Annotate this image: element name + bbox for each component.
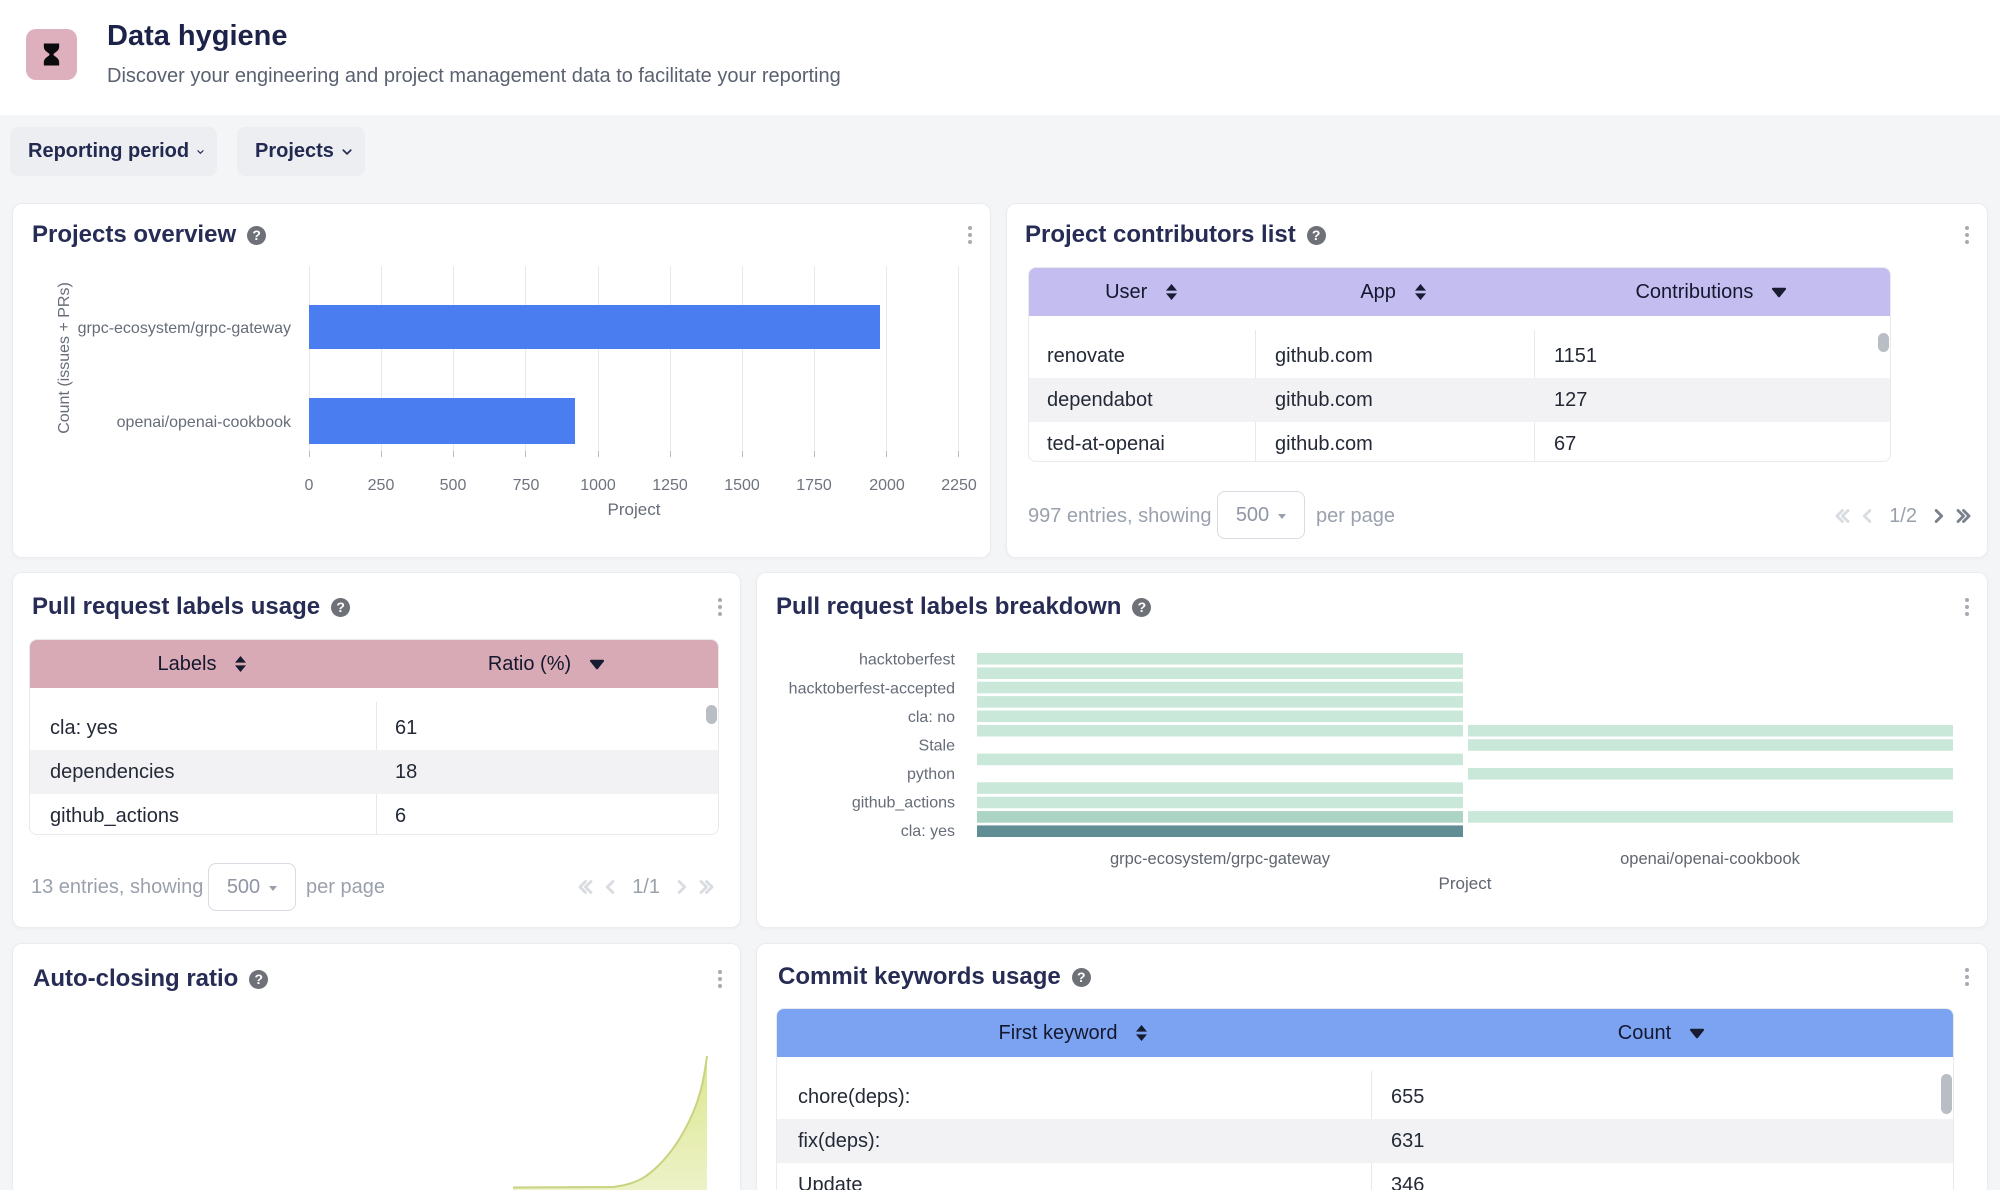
svg-text:python: python [907, 766, 955, 783]
svg-text:openai/openai-cookbook: openai/openai-cookbook [117, 414, 292, 431]
svg-text:1750: 1750 [796, 477, 832, 494]
svg-text:250: 250 [368, 477, 395, 494]
svg-text:grpc-ecosystem/grpc-gateway: grpc-ecosystem/grpc-gateway [78, 320, 291, 337]
svg-text:github_actions: github_actions [852, 795, 955, 812]
svg-text:Stale: Stale [919, 738, 956, 755]
svg-text:Project: Project [608, 500, 661, 519]
svg-text:2250: 2250 [941, 477, 977, 494]
svg-text:cla: yes: cla: yes [901, 823, 955, 840]
svg-text:hacktoberfest-accepted: hacktoberfest-accepted [789, 681, 955, 698]
svg-text:Project: Project [1439, 874, 1492, 893]
svg-text:cla: no: cla: no [908, 709, 955, 726]
svg-text:1250: 1250 [652, 477, 688, 494]
svg-text:hacktoberfest: hacktoberfest [859, 652, 956, 669]
svg-text:1000: 1000 [580, 477, 616, 494]
svg-text:750: 750 [513, 477, 540, 494]
svg-text:openai/openai-cookbook: openai/openai-cookbook [1620, 850, 1801, 868]
svg-text:2000: 2000 [869, 477, 905, 494]
svg-text:1500: 1500 [724, 477, 760, 494]
svg-text:Count (issues + PRs): Count (issues + PRs) [56, 282, 73, 434]
svg-text:500: 500 [440, 477, 467, 494]
svg-text:0: 0 [305, 477, 314, 494]
svg-text:grpc-ecosystem/grpc-gateway: grpc-ecosystem/grpc-gateway [1110, 850, 1331, 868]
